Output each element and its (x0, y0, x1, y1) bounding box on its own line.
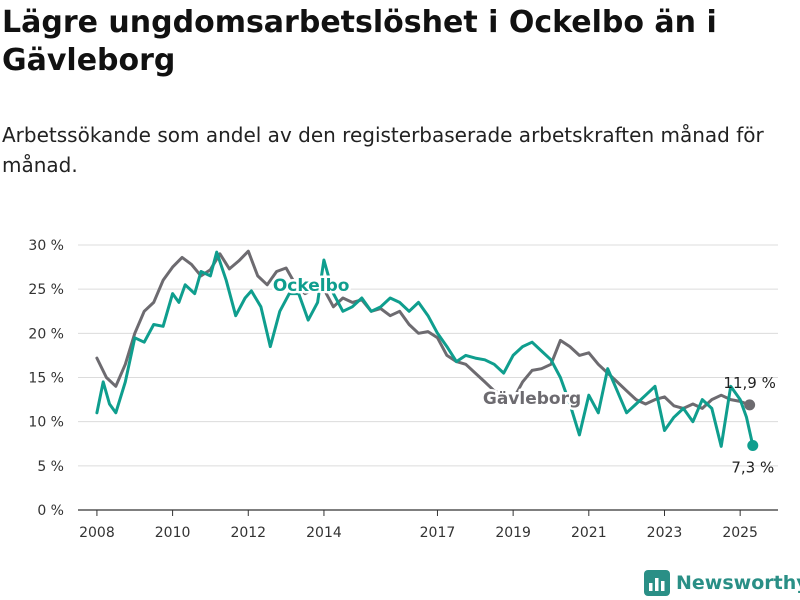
series-line-ockelbo (95, 250, 755, 448)
end-point-gavleborg (744, 399, 756, 411)
y-tick-label: 25 % (28, 282, 64, 298)
x-tick-label: 2010 (155, 525, 191, 541)
series-label-gavleborg: Gävleborg (483, 389, 581, 409)
chart-title: Lägre ungdomsarbetslöshet i Ockelbo än i… (2, 5, 717, 78)
end-value-label-gavleborg: 11,9 % (723, 374, 775, 392)
x-axis-ticks: 2008 2010 2012 2014 2017 2019 2021 2023 2025 (79, 510, 758, 541)
y-tick-label: 0 % (37, 503, 64, 519)
y-axis-ticks: 0 % 5 % 10 % 15 % 20 % 25 % 30 % (28, 238, 64, 519)
y-tick-label: 15 % (28, 371, 64, 387)
x-tick-label: 2021 (571, 525, 607, 541)
series-label-ockelbo-halo: Ockelbo (273, 276, 350, 296)
chart-subtitle: Arbetssökande som andel av den registerb… (2, 123, 764, 177)
x-tick-label: 2023 (647, 525, 683, 541)
y-tick-label: 10 % (28, 415, 64, 431)
series-line-gavleborg (95, 249, 752, 410)
series-lines (95, 249, 759, 452)
y-tick-label: 20 % (28, 326, 64, 342)
series-labels: 11,9 %7,3 %OckelboOckelboGävleborgGävleb… (270, 273, 775, 477)
series-label-ockelbo: Ockelbo (273, 276, 350, 296)
x-tick-label: 2025 (722, 525, 758, 541)
newsworthy-logo: Newsworthy (644, 568, 800, 598)
grid-lines (78, 244, 778, 511)
end-value-label-ockelbo: 7,3 % (731, 459, 774, 477)
y-tick-label: 30 % (28, 238, 64, 254)
bar-chart-icon (644, 570, 670, 596)
y-tick-label: 5 % (37, 459, 64, 475)
x-tick-label: 2017 (420, 525, 456, 541)
x-tick-label: 2019 (495, 525, 531, 541)
series-label-gavleborg-halo: Gävleborg (483, 389, 581, 409)
brand-name: Newsworthy (676, 572, 800, 594)
end-point-ockelbo (747, 440, 759, 452)
x-tick-label: 2008 (79, 525, 115, 541)
x-tick-label: 2014 (306, 525, 342, 541)
x-tick-label: 2012 (230, 525, 266, 541)
